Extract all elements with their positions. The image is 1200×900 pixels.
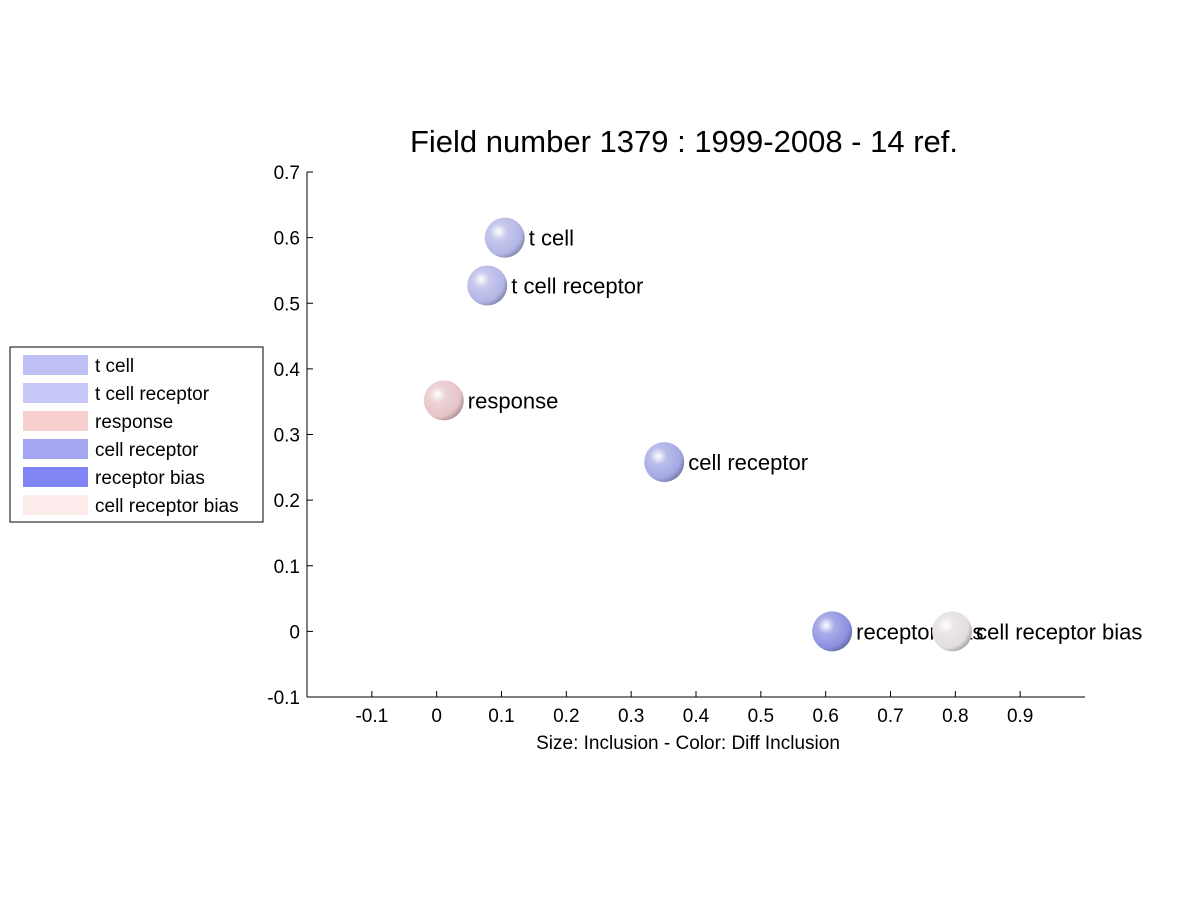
data-point xyxy=(812,611,853,652)
data-point xyxy=(644,442,685,483)
x-tick-label: 0.7 xyxy=(877,706,903,727)
legend-swatch xyxy=(23,383,88,403)
data-point xyxy=(484,217,525,258)
legend-label: t cell receptor xyxy=(95,384,210,405)
legend: t cell t cell receptor response cell recept… xyxy=(9,346,264,523)
legend-swatch xyxy=(23,467,88,487)
legend-label: receptor bias xyxy=(95,468,205,489)
y-tick-label: 0.7 xyxy=(274,163,300,184)
chart-title: Field number 1379 : 1999-2008 - 14 ref. xyxy=(410,124,958,159)
legend-swatch xyxy=(23,355,88,375)
legend-label: t cell xyxy=(95,356,134,377)
legend-box xyxy=(9,346,264,523)
x-tick-label: 0.3 xyxy=(618,706,644,727)
point-label: cell receptor bias xyxy=(976,619,1142,644)
y-tick-label: 0.3 xyxy=(274,426,300,447)
point-label: t cell receptor xyxy=(511,274,643,299)
point-label: cell receptor xyxy=(688,450,808,475)
legend-label: cell receptor bias xyxy=(95,496,239,517)
x-tick-label: 0.5 xyxy=(748,706,774,727)
y-tick-label: 0 xyxy=(289,622,300,643)
point-label: t cell xyxy=(529,226,574,251)
x-tick-label: 0.1 xyxy=(488,706,514,727)
y-tick-label: 0.5 xyxy=(274,294,300,315)
x-tick-label: 0.4 xyxy=(683,706,710,727)
x-tick-label: 0.2 xyxy=(553,706,579,727)
x-axis-label: Size: Inclusion - Color: Diff Inclusion xyxy=(536,733,840,754)
legend-swatch xyxy=(23,495,88,515)
plot-axes: -0.1 0 0.1 0.2 0.3 0.4 0.5 0.6 0.7 -0.1 0 0.1 0.2 0.3… xyxy=(267,163,1085,727)
legend-label: cell receptor xyxy=(95,440,199,461)
y-tick-label: 0.2 xyxy=(274,491,300,512)
data-point xyxy=(423,380,464,421)
y-tick-label: -0.1 xyxy=(267,688,300,709)
x-tick-label: 0.9 xyxy=(1007,706,1033,727)
legend-swatch xyxy=(23,411,88,431)
x-tick-label: -0.1 xyxy=(355,706,388,727)
legend-swatch xyxy=(23,439,88,459)
data-point xyxy=(932,611,973,652)
x-tick-label: 0.8 xyxy=(942,706,968,727)
y-tick-label: 0.6 xyxy=(274,229,300,250)
data-marks: t cell t cell receptor response cell recept… xyxy=(423,217,1142,652)
data-point xyxy=(467,265,508,306)
x-tick-label: 0 xyxy=(431,706,442,727)
legend-label: response xyxy=(95,412,173,433)
point-label: response xyxy=(468,388,559,413)
y-tick-label: 0.1 xyxy=(274,557,300,578)
x-tick-label: 0.6 xyxy=(812,706,838,727)
y-tick-label: 0.4 xyxy=(274,360,301,381)
